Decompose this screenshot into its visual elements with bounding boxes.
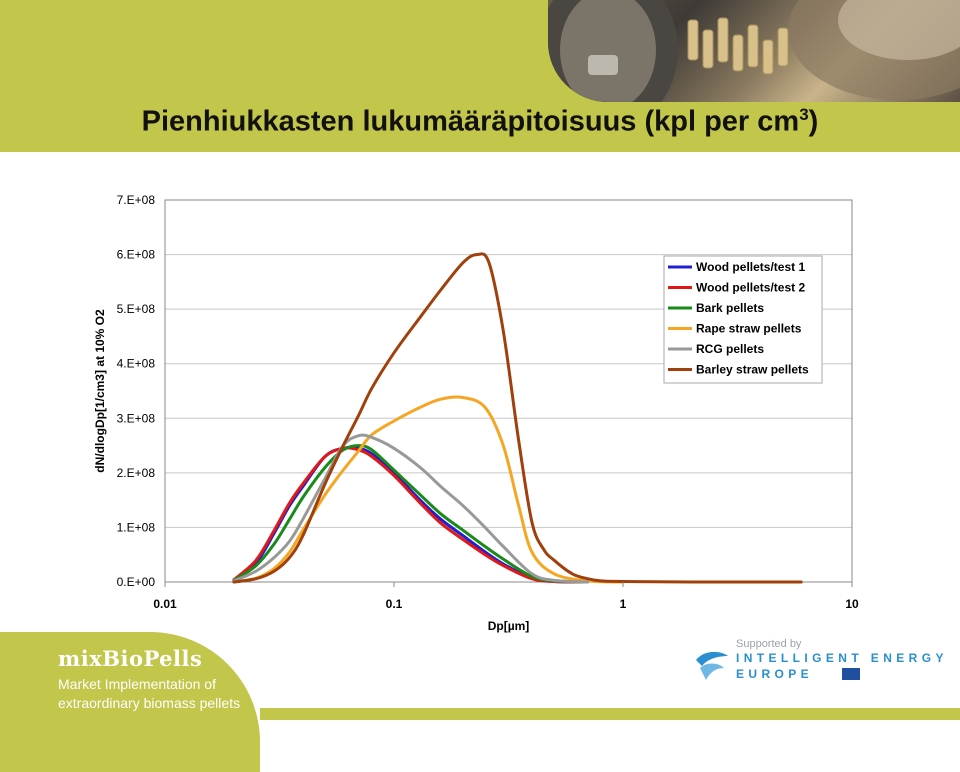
x-tick-label: 1: [620, 597, 627, 611]
legend-label: Wood pellets/test 1: [696, 260, 805, 274]
tagline-line-1: Market Implementation of: [58, 676, 216, 692]
particle-size-chart: 0.E+00 1.E+08 2.E+08 3.E+08 4.E+08 5.E+08 6.E+…: [93, 193, 859, 633]
series-line: [232, 446, 589, 584]
legend-label: Wood pellets/test 2: [696, 281, 805, 295]
y-tick-label: 0.E+00: [117, 575, 156, 589]
x-axis-ticks: 0.01 0.1 1 10: [153, 582, 859, 611]
content-area: [0, 152, 960, 720]
x-tick-label: 0.1: [386, 597, 403, 611]
series-line: [232, 395, 625, 584]
series-line: [232, 433, 589, 584]
x-tick-label: 10: [845, 597, 859, 611]
slide-title-close: ): [808, 105, 819, 138]
intelligent-energy-logo-icon: [696, 651, 728, 680]
y-tick-label: 6.E+08: [117, 248, 156, 262]
y-tick-label: 2.E+08: [117, 466, 156, 480]
x-axis-title: Dp[µm]: [488, 619, 530, 633]
header-photo: [548, 0, 960, 102]
intelligent-energy-text: INTELLIGENT ENERGY: [736, 651, 948, 665]
y-tick-label: 4.E+08: [117, 357, 156, 371]
slide-title: Pienhiukkasten lukumääräpitoisuus (kpl p…: [0, 105, 960, 139]
series-lines: [232, 252, 803, 584]
slide-title-superscript: 3: [799, 105, 809, 124]
brand-name: mixBioPells: [58, 646, 203, 671]
y-axis-ticks: 0.E+00 1.E+08 2.E+08 3.E+08 4.E+08 5.E+08 6.E+…: [117, 193, 156, 589]
brand-tagline: Market Implementation of extraordinary b…: [58, 675, 278, 713]
series-line: [232, 444, 589, 584]
x-tick-label: 0.01: [153, 597, 177, 611]
legend-label: Barley straw pellets: [696, 363, 809, 377]
plot-area-frame: [164, 199, 853, 583]
y-tick-label: 7.E+08: [117, 193, 156, 207]
europe-text: EUROPE: [736, 667, 814, 681]
legend-label: RCG pellets: [696, 342, 764, 356]
supported-by-label: Supported by: [736, 638, 802, 650]
y-tick-label: 3.E+08: [117, 411, 156, 425]
y-axis-title: dN/dlogDp[1/cm3] at 10% O2: [93, 309, 107, 473]
eu-flag-icon: [842, 668, 860, 680]
y-tick-label: 5.E+08: [117, 302, 156, 316]
legend-box: [663, 255, 823, 384]
legend-label: Rape straw pellets: [696, 322, 802, 336]
tagline-line-2: extraordinary biomass pellets: [58, 695, 241, 711]
series-line: [232, 252, 803, 584]
chart-legend: Wood pellets/test 1 Wood pellets/test 2 Ba…: [663, 255, 823, 384]
footer-stripe: [260, 708, 960, 720]
legend-label: Bark pellets: [696, 301, 764, 315]
y-tick-label: 1.E+08: [117, 520, 156, 534]
slide-title-text: Pienhiukkasten lukumääräpitoisuus (kpl p…: [141, 105, 800, 138]
